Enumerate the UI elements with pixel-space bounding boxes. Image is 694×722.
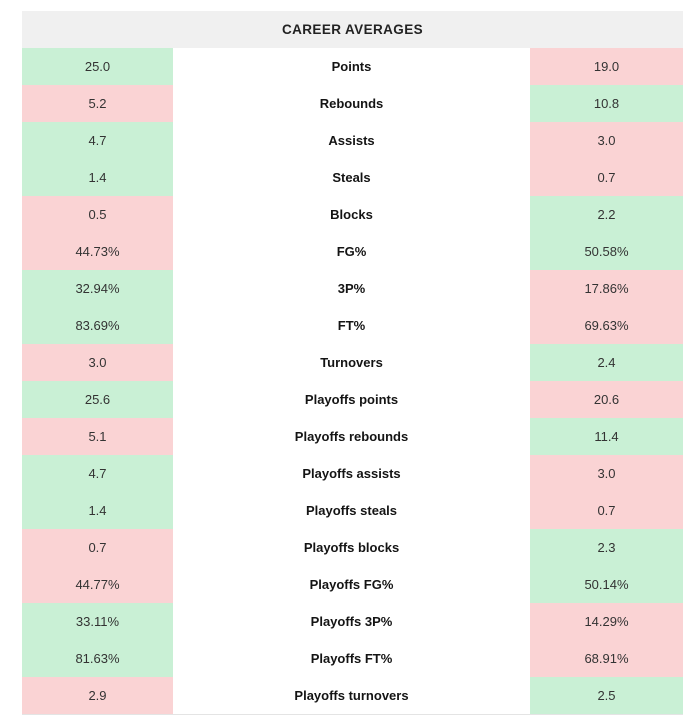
right-player-value: 3.0	[530, 455, 683, 492]
right-player-value: 50.58%	[530, 233, 683, 270]
table-row: 33.11% Playoffs 3P% 14.29%	[22, 603, 683, 640]
table-row: 44.73% FG% 50.58%	[22, 233, 683, 270]
table-row: 81.63% Playoffs FT% 68.91%	[22, 640, 683, 677]
left-player-value: 83.69%	[22, 307, 173, 344]
left-player-value: 1.4	[22, 492, 173, 529]
table-row: 25.0 Points 19.0	[22, 48, 683, 85]
table-row: 2.9 Playoffs turnovers 2.5	[22, 677, 683, 714]
right-player-value: 2.5	[530, 677, 683, 714]
right-player-value: 3.0	[530, 122, 683, 159]
left-player-value: 25.0	[22, 48, 173, 85]
right-player-value: 2.4	[530, 344, 683, 381]
right-player-value: 2.2	[530, 196, 683, 233]
stat-label: Playoffs rebounds	[173, 418, 530, 455]
left-player-value: 2.9	[22, 677, 173, 714]
stat-label: Playoffs turnovers	[173, 677, 530, 714]
table-row: 3.0 Turnovers 2.4	[22, 344, 683, 381]
table-row: 5.1 Playoffs rebounds 11.4	[22, 418, 683, 455]
stat-label: 3P%	[173, 270, 530, 307]
table-row: 1.4 Playoffs steals 0.7	[22, 492, 683, 529]
stat-label: Steals	[173, 159, 530, 196]
left-player-value: 44.73%	[22, 233, 173, 270]
table-row: 4.7 Assists 3.0	[22, 122, 683, 159]
stat-label: Playoffs points	[173, 381, 530, 418]
stat-label: Assists	[173, 122, 530, 159]
right-player-value: 50.14%	[530, 566, 683, 603]
stat-label: Playoffs 3P%	[173, 603, 530, 640]
right-player-value: 14.29%	[530, 603, 683, 640]
left-player-value: 4.7	[22, 122, 173, 159]
table-row: 5.2 Rebounds 10.8	[22, 85, 683, 122]
table-row: 44.77% Playoffs FG% 50.14%	[22, 566, 683, 603]
left-player-value: 81.63%	[22, 640, 173, 677]
career-averages-table: CAREER AVERAGES 25.0 Points 19.0 5.2 Reb…	[22, 11, 683, 715]
table-row: 0.5 Blocks 2.2	[22, 196, 683, 233]
table-row: 32.94% 3P% 17.86%	[22, 270, 683, 307]
stat-label: Playoffs blocks	[173, 529, 530, 566]
stat-label: Playoffs steals	[173, 492, 530, 529]
stat-rows-container: 25.0 Points 19.0 5.2 Rebounds 10.8 4.7 A…	[22, 48, 683, 714]
stat-label: Playoffs assists	[173, 455, 530, 492]
left-player-value: 4.7	[22, 455, 173, 492]
stat-label: FT%	[173, 307, 530, 344]
right-player-value: 20.6	[530, 381, 683, 418]
table-title: CAREER AVERAGES	[22, 11, 683, 48]
stat-label: FG%	[173, 233, 530, 270]
stat-label: Playoffs FT%	[173, 640, 530, 677]
left-player-value: 25.6	[22, 381, 173, 418]
left-player-value: 1.4	[22, 159, 173, 196]
left-player-value: 32.94%	[22, 270, 173, 307]
right-player-value: 68.91%	[530, 640, 683, 677]
left-player-value: 3.0	[22, 344, 173, 381]
left-player-value: 44.77%	[22, 566, 173, 603]
stat-label: Points	[173, 48, 530, 85]
right-player-value: 0.7	[530, 159, 683, 196]
right-player-value: 17.86%	[530, 270, 683, 307]
table-row: 4.7 Playoffs assists 3.0	[22, 455, 683, 492]
right-player-value: 69.63%	[530, 307, 683, 344]
left-player-value: 33.11%	[22, 603, 173, 640]
stat-label: Turnovers	[173, 344, 530, 381]
right-player-value: 11.4	[530, 418, 683, 455]
table-row: 83.69% FT% 69.63%	[22, 307, 683, 344]
stat-label: Playoffs FG%	[173, 566, 530, 603]
left-player-value: 0.7	[22, 529, 173, 566]
left-player-value: 0.5	[22, 196, 173, 233]
right-player-value: 2.3	[530, 529, 683, 566]
table-row: 25.6 Playoffs points 20.6	[22, 381, 683, 418]
stat-label: Blocks	[173, 196, 530, 233]
right-player-value: 0.7	[530, 492, 683, 529]
left-player-value: 5.2	[22, 85, 173, 122]
left-player-value: 5.1	[22, 418, 173, 455]
right-player-value: 19.0	[530, 48, 683, 85]
right-player-value: 10.8	[530, 85, 683, 122]
stat-label: Rebounds	[173, 85, 530, 122]
table-row: 0.7 Playoffs blocks 2.3	[22, 529, 683, 566]
table-row: 1.4 Steals 0.7	[22, 159, 683, 196]
